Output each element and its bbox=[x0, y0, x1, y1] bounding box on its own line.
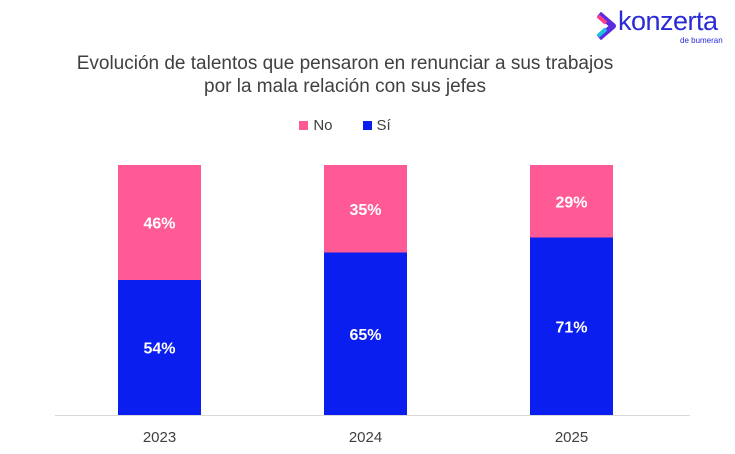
konzerta-logo: konzerta de bumeran bbox=[596, 6, 726, 48]
data-label-si-2024: 65% bbox=[349, 327, 381, 344]
chart-title-line-2: por la mala relación con sus jefes bbox=[204, 76, 486, 97]
bar-no-2024 bbox=[324, 165, 407, 253]
legend-swatch-si bbox=[362, 121, 372, 130]
logo-chevron-icon bbox=[596, 12, 616, 41]
bar-si-2024 bbox=[324, 252, 407, 415]
bar-no-2023 bbox=[118, 165, 201, 280]
data-label-no-2025: 29% bbox=[555, 194, 587, 211]
x-tick-label-2023: 2023 bbox=[143, 429, 176, 446]
x-tick-label-2024: 2024 bbox=[349, 429, 382, 446]
legend-item-no: No bbox=[299, 117, 333, 134]
legend-item-si: Sí bbox=[362, 117, 391, 134]
legend-label-si: Sí bbox=[376, 117, 391, 134]
bar-si-2023 bbox=[118, 280, 201, 415]
chart-legend: No Sí bbox=[0, 117, 690, 134]
data-label-no-2023: 46% bbox=[143, 216, 175, 233]
bar-no-2025 bbox=[530, 165, 613, 238]
chart-title-line-1: Evolución de talentos que pensaron en re… bbox=[76, 53, 614, 74]
x-tick-label-2025: 2025 bbox=[555, 429, 588, 446]
chart-title: Evolución de talentos que pensaron en re… bbox=[0, 52, 690, 98]
data-label-si-2025: 71% bbox=[555, 319, 587, 336]
logo-text: konzerta bbox=[618, 6, 718, 36]
data-label-si-2023: 54% bbox=[143, 341, 175, 358]
bar-si-2025 bbox=[530, 237, 613, 415]
logo-subtext: de bumeran bbox=[680, 36, 723, 45]
legend-swatch-no bbox=[299, 121, 309, 130]
data-label-no-2024: 35% bbox=[349, 202, 381, 219]
legend-label-no: No bbox=[313, 117, 333, 134]
